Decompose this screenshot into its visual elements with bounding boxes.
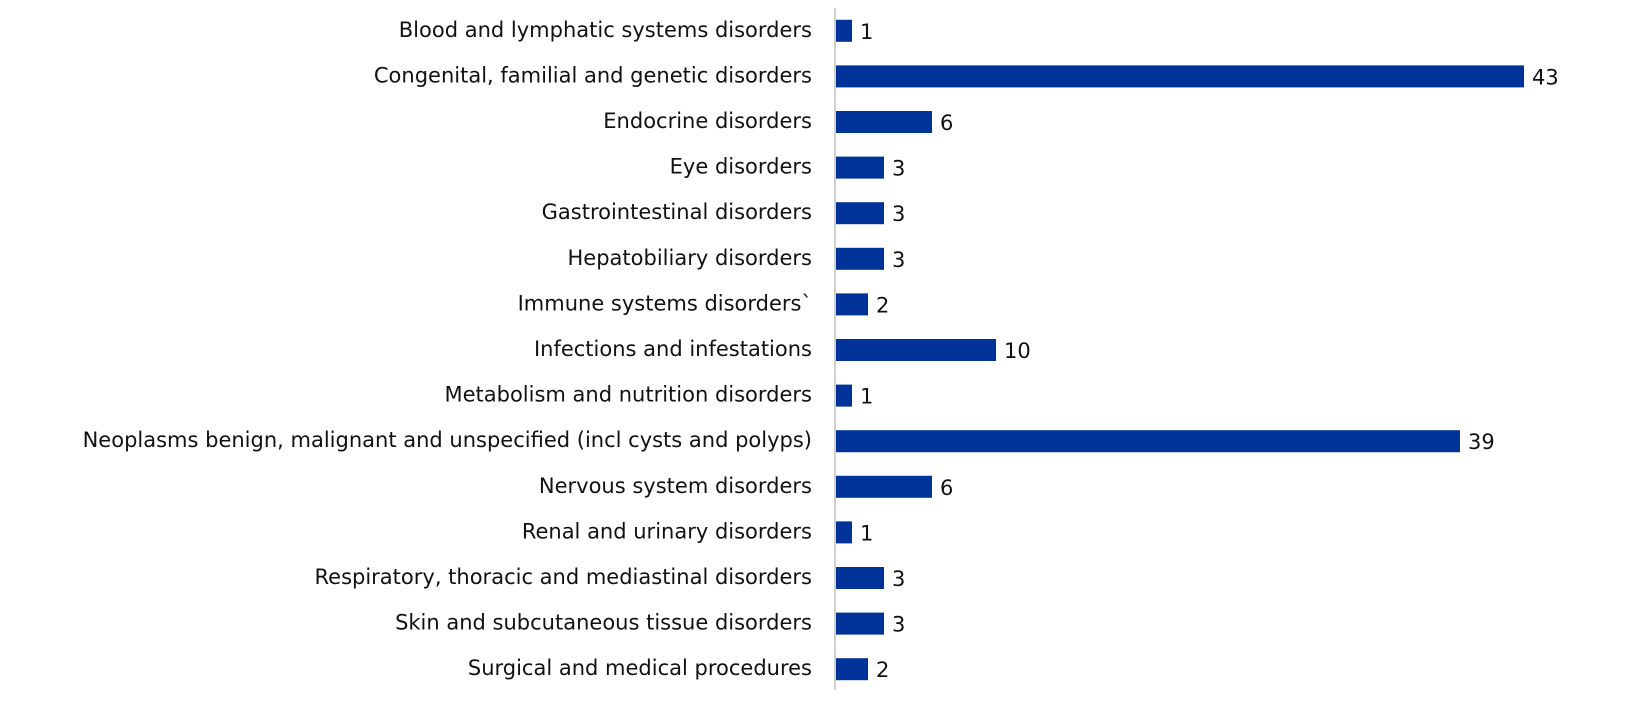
value-label: 6: [940, 476, 953, 500]
bar: [836, 339, 996, 361]
bar: [836, 612, 884, 635]
category-label: Neoplasms benign, malignant and unspecif…: [83, 428, 812, 452]
bar: [836, 658, 868, 681]
value-label: 1: [860, 20, 873, 44]
value-label: 3: [892, 157, 905, 181]
category-label: Surgical and medical procedures: [468, 656, 812, 680]
category-label: Skin and subcutaneous tissue disorders: [395, 611, 812, 635]
value-label: 1: [860, 521, 873, 545]
value-label: 2: [876, 293, 889, 317]
category-label: Nervous system disorders: [539, 474, 812, 498]
bar: [836, 247, 884, 270]
category-label: Metabolism and nutrition disorders: [444, 383, 812, 407]
bar: [836, 111, 932, 133]
value-label: 10: [1004, 339, 1031, 363]
category-label: Congenital, familial and genetic disorde…: [374, 63, 812, 87]
category-label: Respiratory, thoracic and mediastinal di…: [315, 565, 813, 589]
value-label: 6: [940, 111, 953, 135]
value-label: 3: [892, 567, 905, 591]
category-label: Renal and urinary disorders: [522, 519, 812, 543]
bar: [836, 430, 1460, 453]
bar: [836, 567, 884, 589]
value-label: 1: [860, 385, 873, 409]
bar: [836, 384, 852, 407]
bar: [836, 19, 852, 42]
category-label: Endocrine disorders: [603, 109, 812, 133]
category-label: Hepatobiliary disorders: [568, 246, 812, 270]
bar: [836, 202, 884, 225]
bar: [836, 475, 932, 498]
value-label: 2: [876, 658, 889, 682]
category-label: Immune systems disorders`: [518, 291, 812, 315]
category-label: Blood and lymphatic systems disorders: [399, 18, 812, 42]
bar: [836, 156, 884, 179]
value-label: 3: [892, 613, 905, 637]
category-label: Gastrointestinal disorders: [542, 200, 812, 224]
bar: [836, 521, 852, 544]
value-label: 3: [892, 248, 905, 272]
bar: [836, 65, 1524, 88]
value-label: 3: [892, 202, 905, 226]
value-label: 39: [1468, 430, 1495, 454]
category-label: Infections and infestations: [534, 337, 812, 361]
category-label: Eye disorders: [670, 155, 812, 179]
bar: [836, 293, 868, 316]
value-label: 43: [1532, 65, 1559, 89]
